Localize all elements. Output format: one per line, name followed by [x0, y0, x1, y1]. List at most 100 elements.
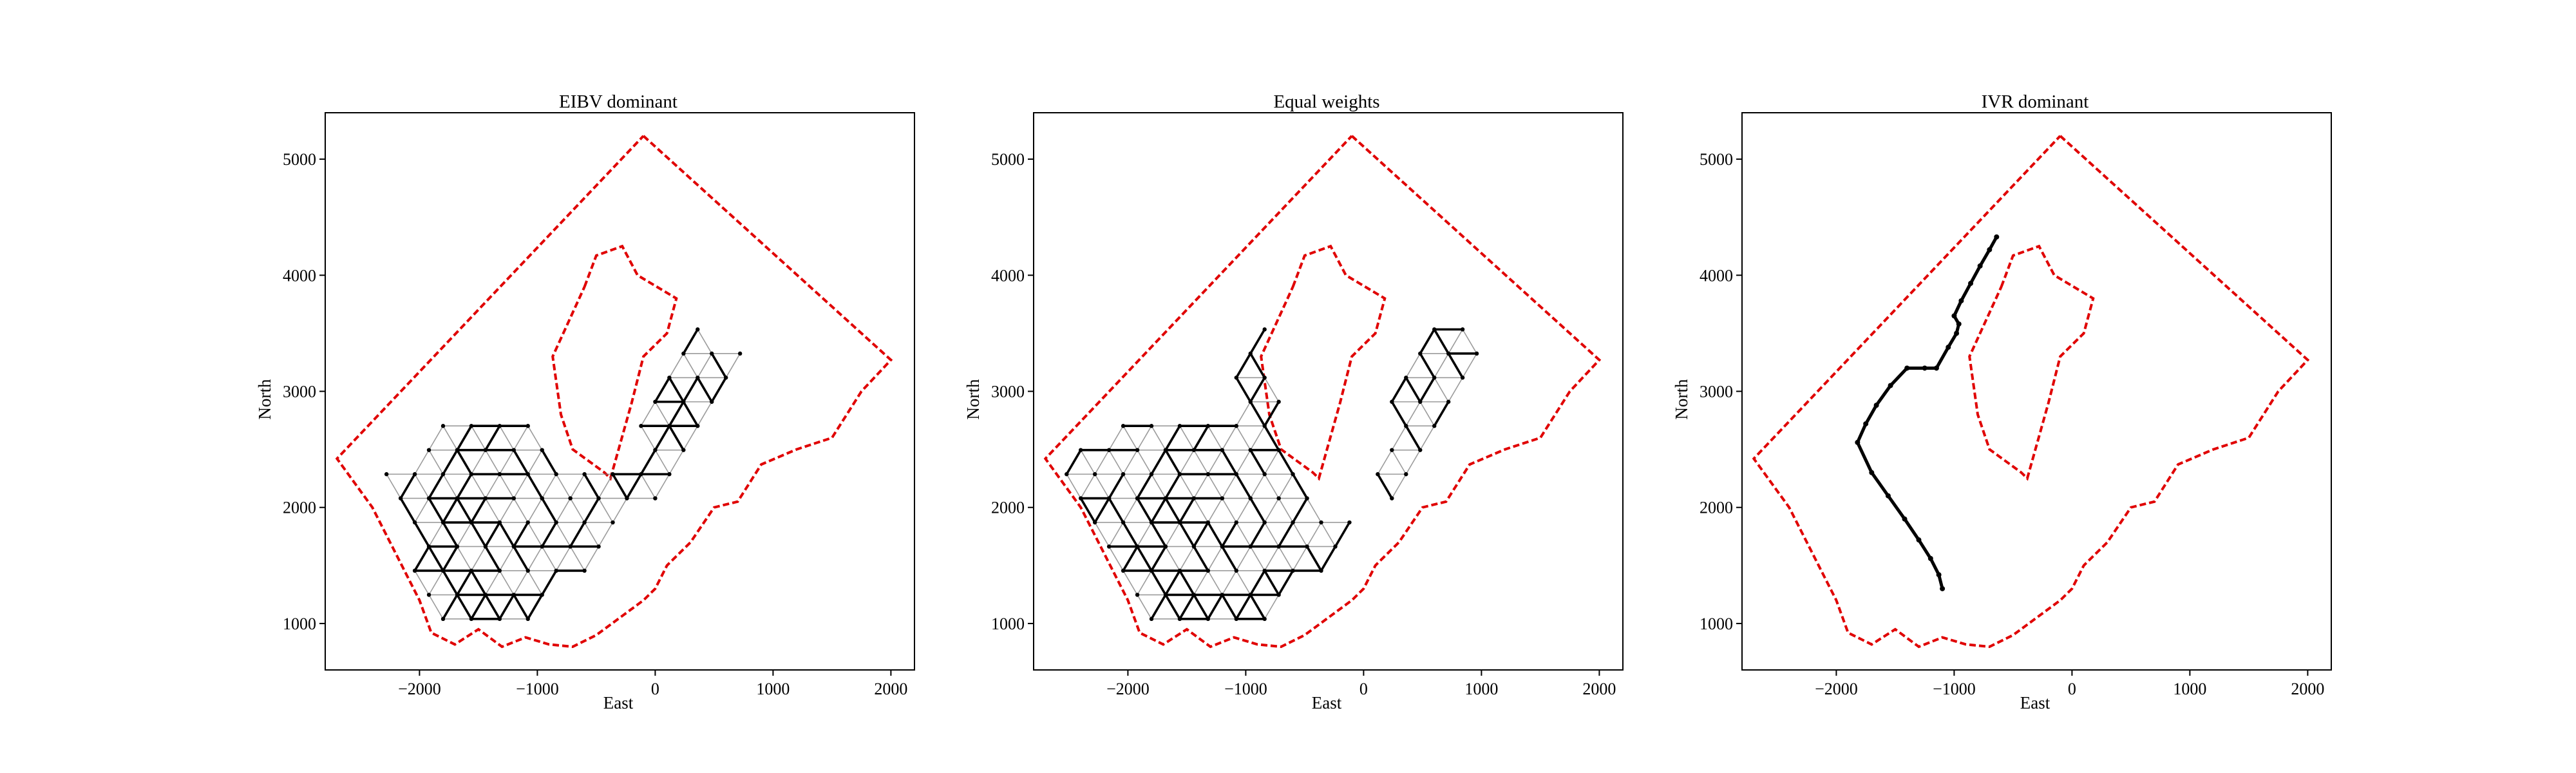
graph-edge — [654, 401, 670, 426]
y-tick-label: 1000 — [1700, 615, 1733, 633]
chart-title: IVR dominant — [1982, 91, 2089, 112]
graph-edge — [1079, 497, 1096, 523]
graph-node — [1191, 496, 1197, 501]
graph-node — [1460, 376, 1465, 380]
graph-node — [1234, 424, 1238, 428]
graph-edge — [413, 546, 430, 571]
graph-node — [511, 593, 516, 597]
graph-edge — [527, 498, 543, 523]
y-axis-label: North — [1672, 379, 1691, 419]
graph-edge — [428, 546, 444, 571]
graph-node — [1079, 448, 1083, 452]
graph-node — [1276, 448, 1281, 452]
graph-node — [1121, 424, 1126, 428]
y-tick-label: 4000 — [1700, 266, 1733, 285]
graph-edge — [1136, 497, 1153, 523]
graph-node — [1149, 616, 1154, 622]
graph-edge — [484, 594, 501, 620]
graph-node — [1262, 520, 1267, 525]
graph-node — [469, 472, 474, 477]
graph-edge — [1094, 522, 1110, 547]
graph-edge — [1434, 377, 1449, 403]
path-waypoint — [1968, 280, 1974, 286]
graph-edge — [1264, 450, 1280, 475]
graph-edge — [470, 594, 487, 620]
x-tick-label: −2000 — [1106, 680, 1150, 698]
graph-edge — [1221, 594, 1238, 620]
graph-edge — [1264, 522, 1280, 547]
y-tick-label: 4000 — [283, 266, 316, 285]
graph-node — [1191, 544, 1197, 549]
graph-edge — [499, 498, 515, 523]
graph-edge — [456, 449, 473, 475]
graph-edge — [1236, 498, 1251, 523]
graph-edge — [1249, 329, 1266, 354]
graph-node — [1432, 327, 1437, 332]
graph-edge — [1249, 594, 1266, 620]
graph-edge — [470, 497, 487, 523]
graph-edge — [1150, 570, 1167, 596]
graph-node — [1404, 424, 1408, 428]
graph-node — [1163, 448, 1168, 452]
graph-node — [681, 399, 686, 404]
graph-edge — [1391, 425, 1406, 451]
graph-edge — [428, 570, 444, 595]
graph-node — [1149, 472, 1154, 477]
graph-edge — [1292, 473, 1309, 499]
graph-node — [1065, 472, 1069, 477]
graph-edge — [499, 450, 515, 475]
graph-node — [596, 544, 601, 549]
graph-edge — [1419, 329, 1435, 354]
y-tick-label: 2000 — [991, 499, 1025, 517]
x-tick-label: 2000 — [874, 680, 907, 698]
graph-edge — [513, 546, 529, 571]
graph-node — [1347, 520, 1352, 525]
graph-node — [1079, 496, 1083, 501]
graph-node — [611, 472, 615, 477]
graph-edge — [1150, 594, 1167, 620]
graph-node — [440, 424, 446, 428]
x-tick-label: 1000 — [1464, 680, 1498, 698]
graph-edge — [583, 546, 600, 571]
graph-edge — [1236, 546, 1251, 571]
x-tick-label: 0 — [2068, 680, 2076, 698]
graph-edge — [456, 594, 473, 620]
graph-node — [1135, 496, 1140, 501]
graph-edge — [555, 546, 571, 571]
graph-node — [696, 376, 700, 380]
graph-node — [469, 568, 474, 573]
graph-node — [455, 496, 460, 501]
graph-edge — [471, 450, 486, 475]
graph-edge — [1264, 473, 1280, 499]
graph-node — [440, 616, 446, 622]
graph-edge — [1221, 449, 1238, 475]
graph-edge — [499, 473, 515, 499]
graph-node — [724, 376, 728, 380]
graph-edge — [611, 473, 629, 499]
graph-node — [1262, 376, 1267, 380]
graph-node — [639, 424, 643, 428]
graph-edge — [1108, 425, 1124, 451]
path-waypoint — [1873, 403, 1879, 408]
graph-edge — [527, 594, 544, 620]
graph-node — [1404, 376, 1408, 380]
graph-edge — [527, 450, 543, 475]
graph-edge — [1462, 329, 1477, 354]
explored-graph — [384, 327, 743, 622]
graph-edge — [598, 498, 614, 523]
graph-edge — [1235, 594, 1252, 620]
graph-edge — [499, 425, 515, 451]
graph-edge — [1208, 473, 1223, 499]
graph-node — [1177, 424, 1182, 428]
graph-edge — [1462, 353, 1477, 378]
graph-node — [511, 496, 516, 501]
x-tick-label: 1000 — [756, 680, 790, 698]
path-waypoint — [1954, 330, 1960, 336]
graph-node — [1177, 520, 1182, 525]
graph-edge — [1193, 522, 1209, 548]
graph-node — [497, 568, 502, 573]
graph-edge — [583, 497, 600, 523]
path-waypoint — [1922, 365, 1927, 371]
graph-edge — [442, 594, 459, 620]
path-waypoint — [1855, 439, 1861, 445]
